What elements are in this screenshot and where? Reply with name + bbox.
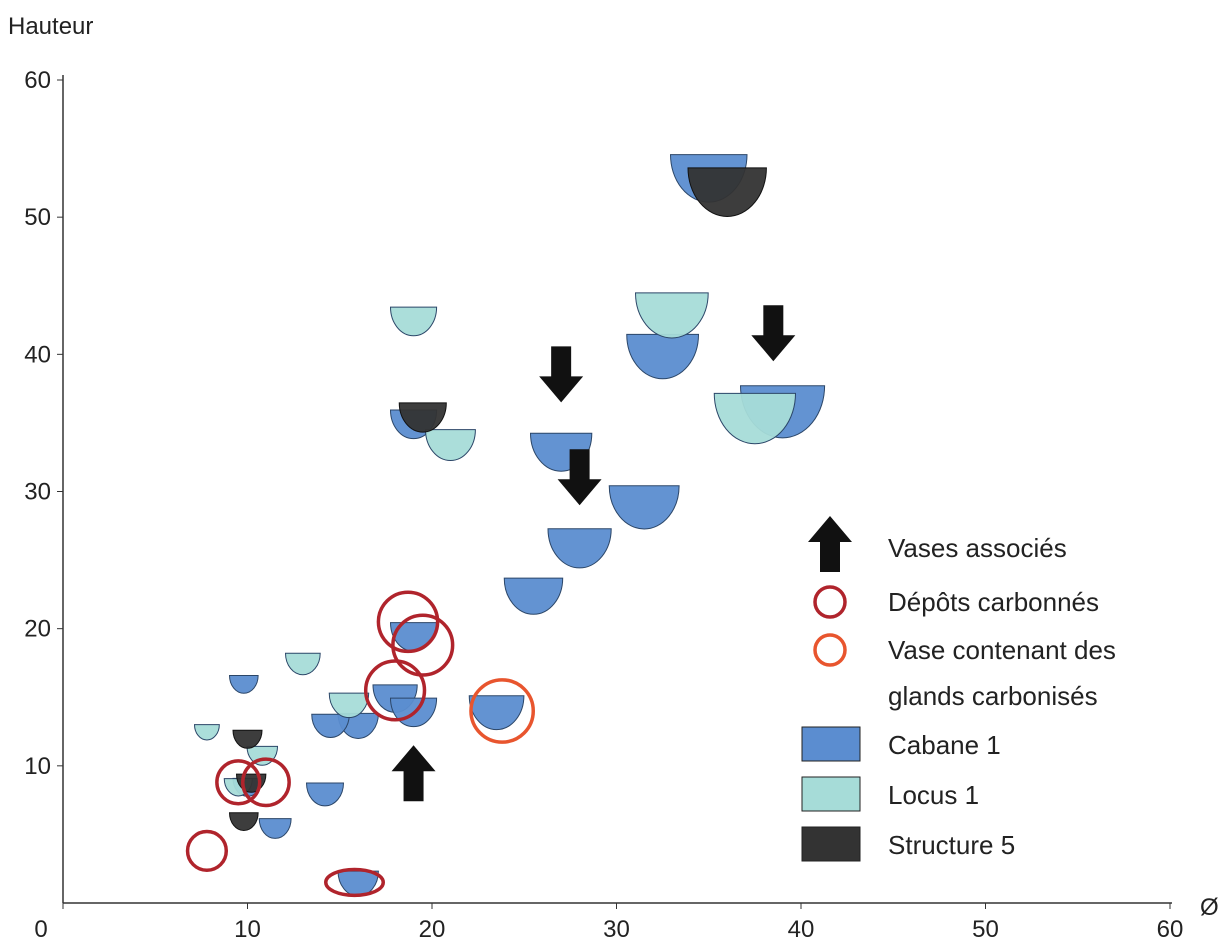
x-tick-label: 20 [419,916,446,943]
x-tick-label: 60 [1157,916,1184,943]
legend-icon [801,776,861,812]
vase-marker [626,333,700,380]
ring-marker [215,759,262,806]
legend-label: Locus 1 [888,780,980,810]
vase-marker [503,577,564,615]
legend-label: Dépôts carbonnés [888,587,1100,617]
ring-marker [376,590,440,654]
vase-marker [608,485,680,530]
vase-marker [258,818,292,839]
ring-marker [324,867,386,898]
vase-marker [228,675,259,694]
arrow-marker [557,449,602,506]
arrow-marker [751,305,796,362]
ring-marker [469,678,535,744]
vase-marker [634,292,709,339]
vase-marker [193,724,220,741]
ring-marker [363,659,427,722]
vase-marker [232,729,263,749]
y-tick-label: 10 [24,753,51,780]
legend-icon [813,633,847,667]
y-tick-label: 20 [24,616,51,643]
y-tick-label: 30 [24,479,51,506]
legend-label: Vase contenant des glands carbonisés [888,635,1116,711]
legend-label: Cabane 1 [888,730,1001,760]
legend-label: Vases associés [888,533,1067,563]
x-axis-label: Ø [1200,894,1219,921]
vase-marker [547,528,612,569]
y-axis-label: Hauteur [8,13,93,40]
x-tick-label: 50 [972,916,999,943]
vase-marker [284,652,321,676]
legend-icon [813,585,847,619]
legend [801,516,861,862]
vase-marker [305,782,344,807]
x-tick-label: 10 [234,916,261,943]
x-tick-label: 30 [603,916,630,943]
arrow-marker [391,745,436,802]
x-tick-label: 0 [34,916,47,943]
y-tick-label: 40 [24,341,51,368]
legend-icon [808,516,852,572]
ring-marker [391,613,455,677]
y-tick-label: 60 [24,67,51,94]
vase-marker [687,167,767,217]
legend-label: Structure 5 [888,830,1016,860]
vase-marker [713,392,797,445]
vase-marker [311,713,350,738]
legend-icon [801,826,861,862]
vase-marker [398,402,447,433]
plot-area [185,154,826,898]
vase-marker [468,695,525,731]
legend-icon [801,726,861,762]
vase-marker [424,429,476,461]
y-tick-label: 50 [24,204,51,231]
arrow-marker [539,346,584,403]
x-tick-label: 40 [788,916,815,943]
vase-marker [228,812,259,831]
ring-marker [241,757,291,808]
ring-marker [185,829,229,872]
vase-marker [389,306,438,337]
